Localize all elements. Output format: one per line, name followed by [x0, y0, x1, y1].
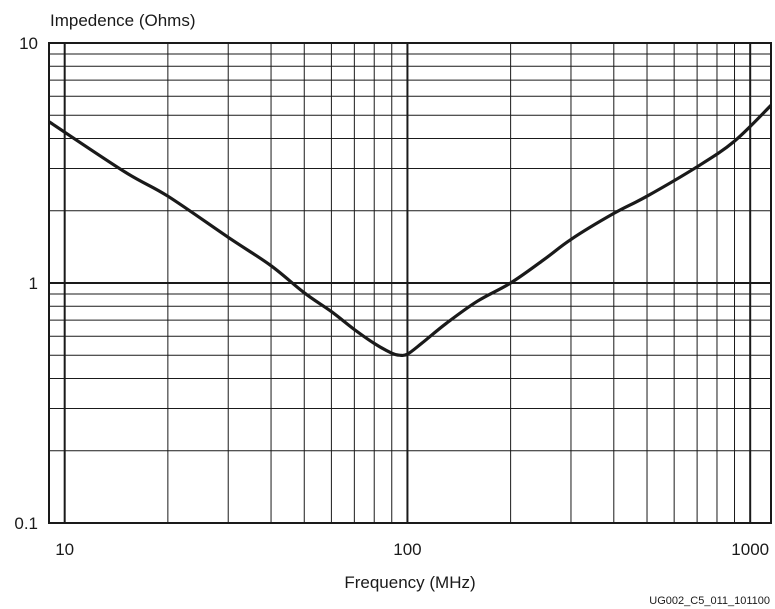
- impedance-curve: [48, 104, 773, 358]
- y-tick-label: 1: [29, 274, 38, 293]
- y-tick-label: 10: [19, 34, 38, 53]
- x-tick-label: 1000: [731, 540, 769, 559]
- x-axis-label: Frequency (MHz): [344, 573, 475, 592]
- y-tick-label: 0.1: [14, 514, 38, 533]
- series-layer: [48, 104, 773, 358]
- grid-major: [48, 42, 772, 524]
- plot-frame: [48, 42, 772, 524]
- x-tick-label: 10: [55, 540, 74, 559]
- y-axis-label: Impedence (Ohms): [50, 11, 196, 30]
- figure-id-label: UG002_C5_011_101100: [649, 595, 770, 607]
- x-tick-label: 100: [393, 540, 421, 559]
- tick-labels: 10 100 1000 0.1 1 10: [14, 34, 769, 559]
